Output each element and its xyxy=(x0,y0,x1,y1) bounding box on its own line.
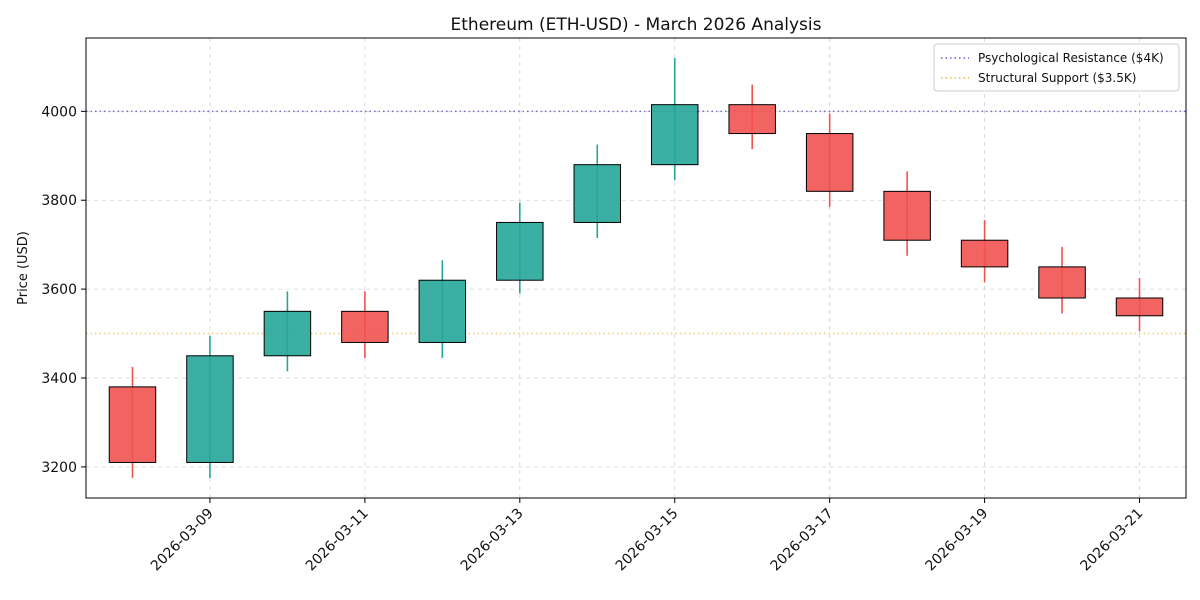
chart-title: Ethereum (ETH-USD) - March 2026 Analysis xyxy=(451,15,822,35)
candle-2026-03-10 xyxy=(263,291,312,372)
candle-2026-03-20 xyxy=(1038,246,1086,314)
plot-area xyxy=(85,37,1187,499)
y-tick-label: 3200 xyxy=(41,460,77,476)
candle-body xyxy=(496,221,544,281)
x-tick-label: 2026-03-09 xyxy=(148,506,217,575)
candle-body xyxy=(650,104,699,166)
y-tick-label: 3800 xyxy=(41,193,77,209)
candle-body xyxy=(883,190,931,241)
reference-lines-layer xyxy=(86,110,1186,335)
candle-2026-03-11 xyxy=(341,291,389,358)
candle-body xyxy=(108,386,157,463)
candle-body xyxy=(728,104,776,135)
candle-2026-03-14 xyxy=(573,144,622,238)
legend-label-support: Structural Support ($3.5K) xyxy=(978,71,1136,85)
x-tick-label: 2026-03-17 xyxy=(768,506,837,575)
candle-body xyxy=(341,310,389,343)
candle-body xyxy=(263,310,312,357)
candle-body xyxy=(805,133,854,192)
x-tick-label: 2026-03-19 xyxy=(923,506,992,575)
candle-2026-03-19 xyxy=(960,220,1009,283)
candle-body xyxy=(1038,266,1086,299)
candle-body xyxy=(186,355,234,463)
legend: Psychological Resistance ($4K) Structura… xyxy=(933,43,1180,92)
x-tick-label: 2026-03-21 xyxy=(1077,506,1146,575)
candle-2026-03-17 xyxy=(805,113,854,207)
candle-2026-03-08 xyxy=(108,366,157,478)
y-axis-label: Price (USD) xyxy=(16,231,31,305)
candle-2026-03-12 xyxy=(418,260,467,358)
y-tick-label: 3400 xyxy=(41,371,77,387)
candle-body xyxy=(1115,297,1164,317)
x-tick-label: 2026-03-13 xyxy=(458,506,527,575)
y-axis: 3200 3400 3600 3800 4000 xyxy=(41,104,86,476)
candle-body xyxy=(960,239,1009,268)
x-axis: 2026-03-09 2026-03-11 2026-03-13 2026-03-15… xyxy=(148,498,1146,574)
candle-2026-03-09 xyxy=(186,335,234,478)
candle-2026-03-21 xyxy=(1115,278,1164,332)
y-tick-label: 4000 xyxy=(41,104,77,120)
candle-2026-03-15 xyxy=(650,58,699,181)
y-tick-label: 3600 xyxy=(41,282,77,298)
grid-layer xyxy=(86,38,1186,498)
legend-label-resistance: Psychological Resistance ($4K) xyxy=(978,51,1164,65)
x-tick-label: 2026-03-15 xyxy=(613,506,682,575)
candle-2026-03-16 xyxy=(728,84,776,150)
x-tick-label: 2026-03-11 xyxy=(303,506,372,575)
candles-layer xyxy=(108,58,1164,478)
candle-2026-03-18 xyxy=(883,171,931,256)
candle-2026-03-13 xyxy=(496,202,544,294)
candle-body xyxy=(573,164,622,223)
legend-box xyxy=(933,43,1180,92)
candle-body xyxy=(418,279,467,343)
